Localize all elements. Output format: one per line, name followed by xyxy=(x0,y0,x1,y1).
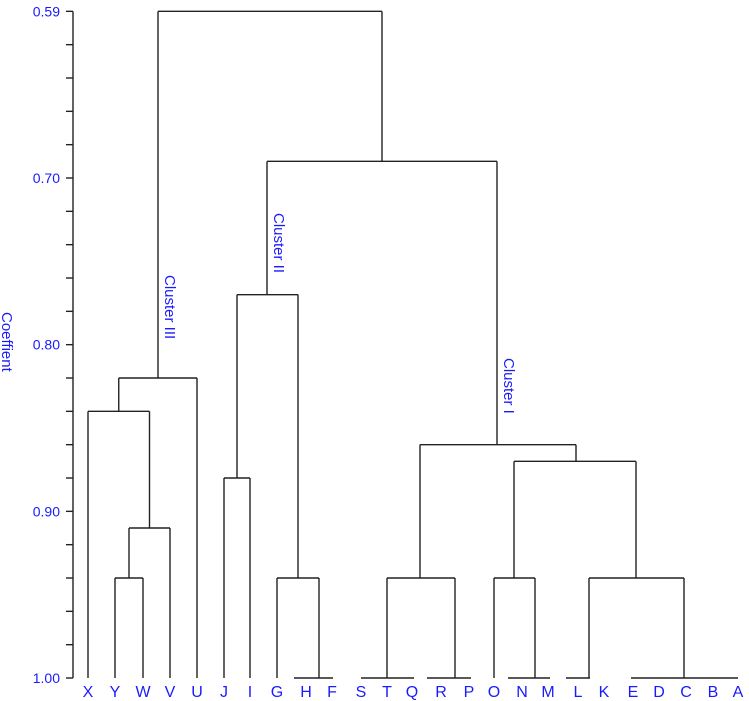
leaf-label-O: O xyxy=(488,684,500,701)
y-tick-label: 1.00 xyxy=(33,670,60,686)
leaf-label-H: H xyxy=(300,684,312,701)
leaf-label-F: F xyxy=(327,684,337,701)
leaf-label-I: I xyxy=(248,684,252,701)
leaf-label-L: L xyxy=(574,684,583,701)
cluster-label: Cluster I xyxy=(500,358,517,414)
leaf-label-W: W xyxy=(135,684,151,701)
y-tick-label: 0.70 xyxy=(33,170,60,186)
leaf-label-S: S xyxy=(356,684,367,701)
leaf-label-C: C xyxy=(680,684,692,701)
leaf-label-X: X xyxy=(83,684,94,701)
y-axis-title: Coeffient xyxy=(0,312,15,373)
leaf-label-E: E xyxy=(628,684,639,701)
leaf-label-N: N xyxy=(516,684,528,701)
cluster-labels: Cluster I Cluster II Cluster III xyxy=(161,213,517,414)
leaf-label-D: D xyxy=(653,684,665,701)
leaf-label-U: U xyxy=(191,684,203,701)
leaf-label-G: G xyxy=(271,684,283,701)
y-axis: 0.59 0.70 0.80 0.90 1.00 xyxy=(33,3,74,686)
leaf-label-B: B xyxy=(708,684,719,701)
y-tick-label: 0.90 xyxy=(33,503,60,519)
leaf-label-J: J xyxy=(220,684,228,701)
leaf-label-T: T xyxy=(382,684,392,701)
y-tick-label: 0.80 xyxy=(33,337,60,353)
cluster-label: Cluster III xyxy=(161,275,178,339)
leaf-label-P: P xyxy=(464,684,475,701)
leaf-label-A: A xyxy=(733,684,744,701)
leaf-label-V: V xyxy=(165,684,176,701)
leaf-label-M: M xyxy=(541,684,554,701)
leaf-label-Q: Q xyxy=(406,684,418,701)
leaf-label-R: R xyxy=(435,684,447,701)
cluster-label: Cluster II xyxy=(270,213,287,273)
leaf-label-K: K xyxy=(599,684,610,701)
leaf-label-Y: Y xyxy=(110,684,121,701)
dendrogram-links xyxy=(87,10,738,679)
y-tick-label: 0.59 xyxy=(33,3,60,19)
